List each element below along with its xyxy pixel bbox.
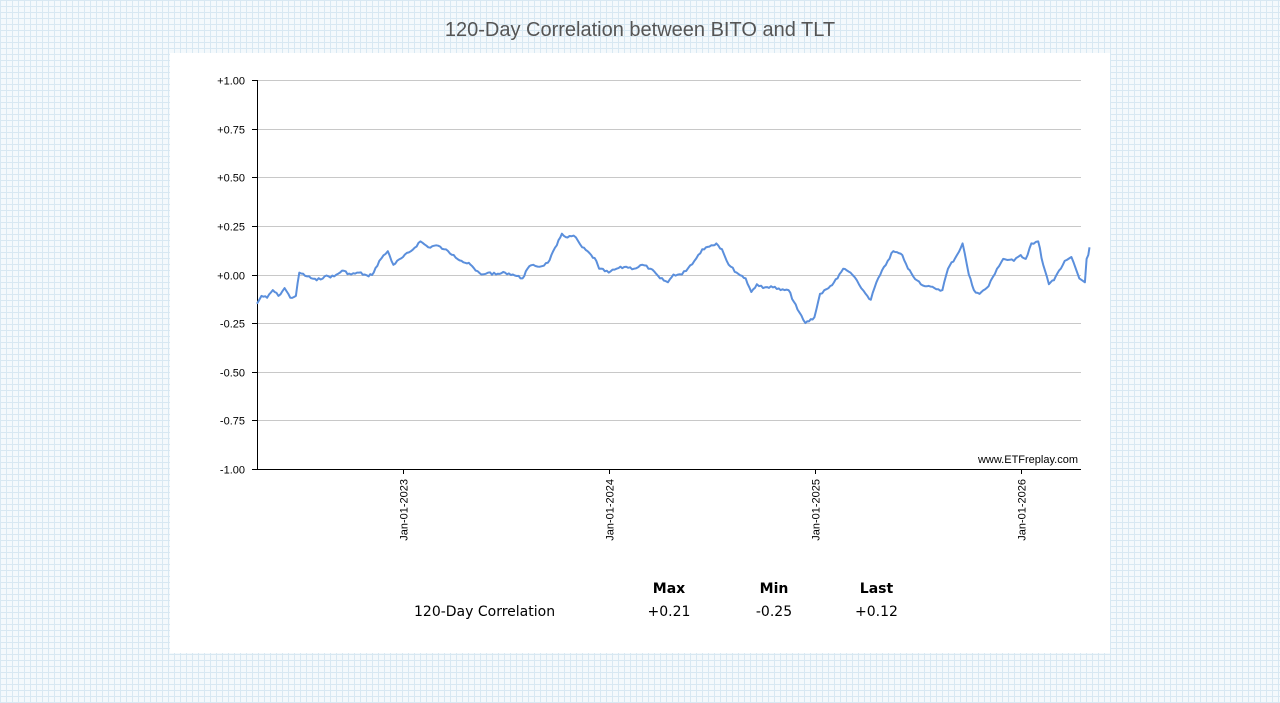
ytick-label-3: +0.25 bbox=[217, 222, 245, 234]
stats-min-value: -0.25 bbox=[755, 604, 793, 620]
x-axis-ticks: Jan-01-2023 Jan-01-2024 Jan-01-2025 Jan-01-… bbox=[399, 479, 1029, 541]
xtick-label-1: Jan-01-2024 bbox=[605, 479, 617, 541]
stats-max-value: +0.21 bbox=[647, 604, 691, 620]
page-title: 120-Day Correlation between BITO and TLT bbox=[444, 19, 836, 41]
ytick-label-2: +0.50 bbox=[217, 173, 245, 185]
ytick-label-1: +0.75 bbox=[217, 125, 245, 137]
ytick-label-5: -0.25 bbox=[220, 319, 245, 331]
stats-row-label: 120-Day Correlation bbox=[414, 604, 556, 620]
correlation-chart: +1.00 +0.75 +0.50 +0.25 +0.00 -0.25 -0.50 -0.75… bbox=[217, 76, 1091, 541]
y-axis-ticks: +1.00 +0.75 +0.50 +0.25 +0.00 -0.25 -0.50 -0.75… bbox=[217, 76, 245, 477]
ytick-label-8: -1.00 bbox=[220, 465, 245, 477]
stats-header-last: Last bbox=[859, 581, 894, 597]
stats-last-value: +0.12 bbox=[855, 604, 898, 620]
stats-header-max: Max bbox=[652, 581, 686, 597]
series-layer bbox=[256, 232, 1091, 325]
xtick-label-3: Jan-01-2026 bbox=[1017, 479, 1029, 541]
watermark-text[interactable]: www.ETFreplay.com bbox=[977, 454, 1078, 466]
series-line-0 bbox=[256, 232, 1091, 325]
xtick-label-0: Jan-01-2023 bbox=[399, 479, 411, 541]
xtick-label-2: Jan-01-2025 bbox=[811, 479, 823, 541]
ytick-label-7: -0.75 bbox=[220, 416, 245, 428]
axis-layer bbox=[252, 80, 1081, 474]
ytick-label-4: +0.00 bbox=[217, 271, 245, 283]
ytick-label-0: +1.00 bbox=[217, 76, 245, 88]
stats-header-min: Min bbox=[759, 581, 789, 597]
ytick-label-6: -0.50 bbox=[220, 368, 245, 380]
stats-table: Max Min Last 120-Day Correlation +0.21 -… bbox=[410, 578, 929, 624]
grid-layer bbox=[257, 80, 1081, 470]
chart-panel: +1.00 +0.75 +0.50 +0.25 +0.00 -0.25 -0.50 -0.75… bbox=[170, 53, 1110, 653]
